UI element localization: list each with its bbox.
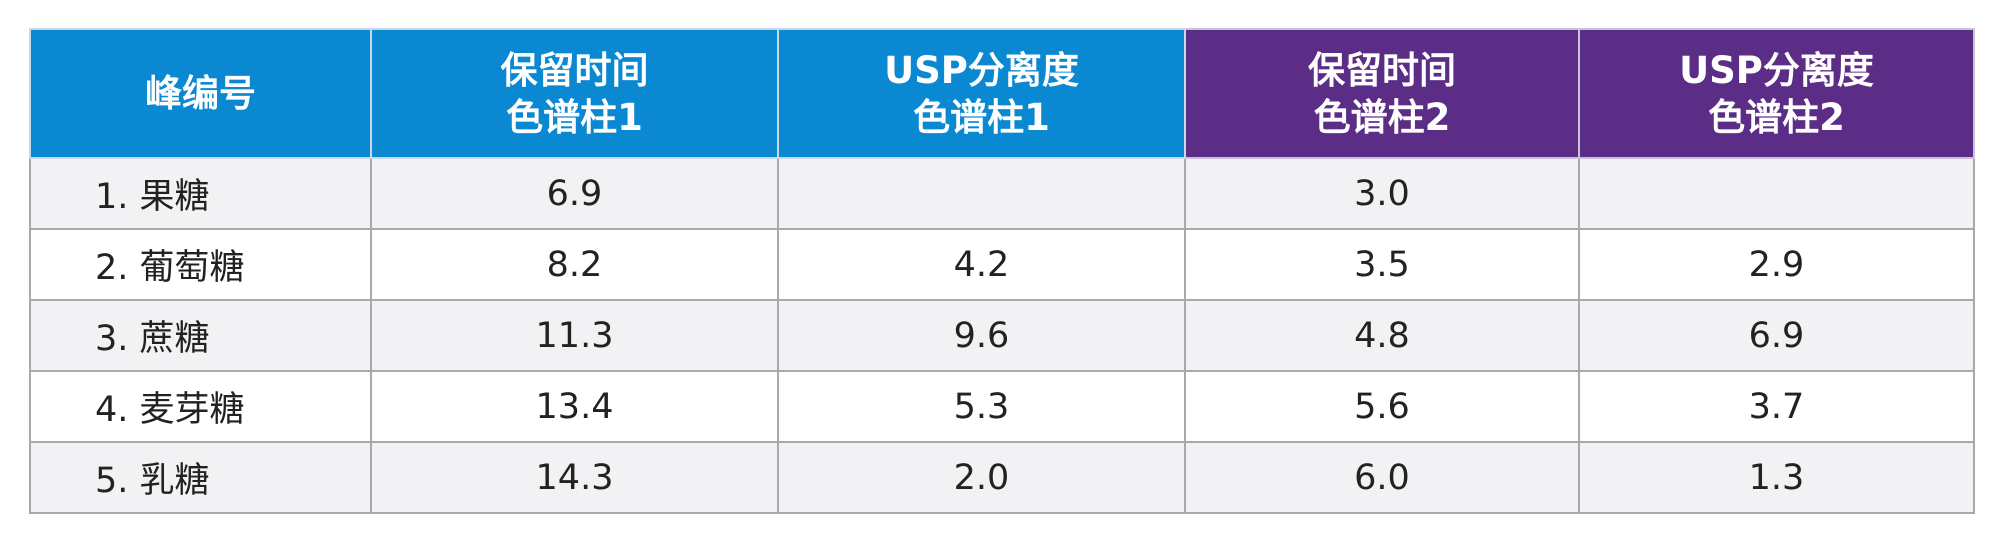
usp-resolution-col2-cell [1578,157,1975,230]
table-row: 1. 果糖 6.9 3.0 [29,157,1975,230]
peak-label-cell: 3. 蔗糖 [29,299,372,372]
peak-label-cell: 5. 乳糖 [29,441,372,514]
table-header-row: 峰编号 保留时间 色谱柱1 USP分离度 色谱柱1 保留时间 色谱柱2 USP分… [29,28,1975,159]
table-row: 2. 葡萄糖 8.2 4.2 3.5 2.9 [29,228,1975,301]
peak-label-cell: 2. 葡萄糖 [29,228,372,301]
usp-resolution-col1-cell: 5.3 [777,370,1186,443]
peak-label-cell: 4. 麦芽糖 [29,370,372,443]
retention-time-col1-cell: 11.3 [370,299,779,372]
header-retention-time-column2: 保留时间 色谱柱2 [1184,28,1580,159]
header-usp-resolution-column2: USP分离度 色谱柱2 [1578,28,1975,159]
usp-resolution-col2-cell: 3.7 [1578,370,1975,443]
usp-resolution-col1-cell: 4.2 [777,228,1186,301]
retention-time-col2-cell: 5.6 [1184,370,1580,443]
usp-resolution-col1-cell: 2.0 [777,441,1186,514]
table-row: 5. 乳糖 14.3 2.0 6.0 1.3 [29,441,1975,514]
peak-results-table: 峰编号 保留时间 色谱柱1 USP分离度 色谱柱1 保留时间 色谱柱2 USP分… [29,28,1975,514]
header-usp-resolution-column1: USP分离度 色谱柱1 [777,28,1186,159]
retention-time-col1-cell: 6.9 [370,157,779,230]
usp-resolution-col1-cell: 9.6 [777,299,1186,372]
table-row: 3. 蔗糖 11.3 9.6 4.8 6.9 [29,299,1975,372]
retention-time-col2-cell: 4.8 [1184,299,1580,372]
retention-time-col1-cell: 8.2 [370,228,779,301]
retention-time-col2-cell: 3.0 [1184,157,1580,230]
retention-time-col2-cell: 6.0 [1184,441,1580,514]
header-retention-time-column1: 保留时间 色谱柱1 [370,28,779,159]
retention-time-col1-cell: 14.3 [370,441,779,514]
retention-time-col1-cell: 13.4 [370,370,779,443]
retention-time-col2-cell: 3.5 [1184,228,1580,301]
results-table-container: 峰编号 保留时间 色谱柱1 USP分离度 色谱柱1 保留时间 色谱柱2 USP分… [29,28,1975,514]
table-row: 4. 麦芽糖 13.4 5.3 5.6 3.7 [29,370,1975,443]
usp-resolution-col2-cell: 2.9 [1578,228,1975,301]
peak-label-cell: 1. 果糖 [29,157,372,230]
header-peak-number: 峰编号 [29,28,372,159]
usp-resolution-col2-cell: 1.3 [1578,441,1975,514]
usp-resolution-col2-cell: 6.9 [1578,299,1975,372]
usp-resolution-col1-cell [777,157,1186,230]
